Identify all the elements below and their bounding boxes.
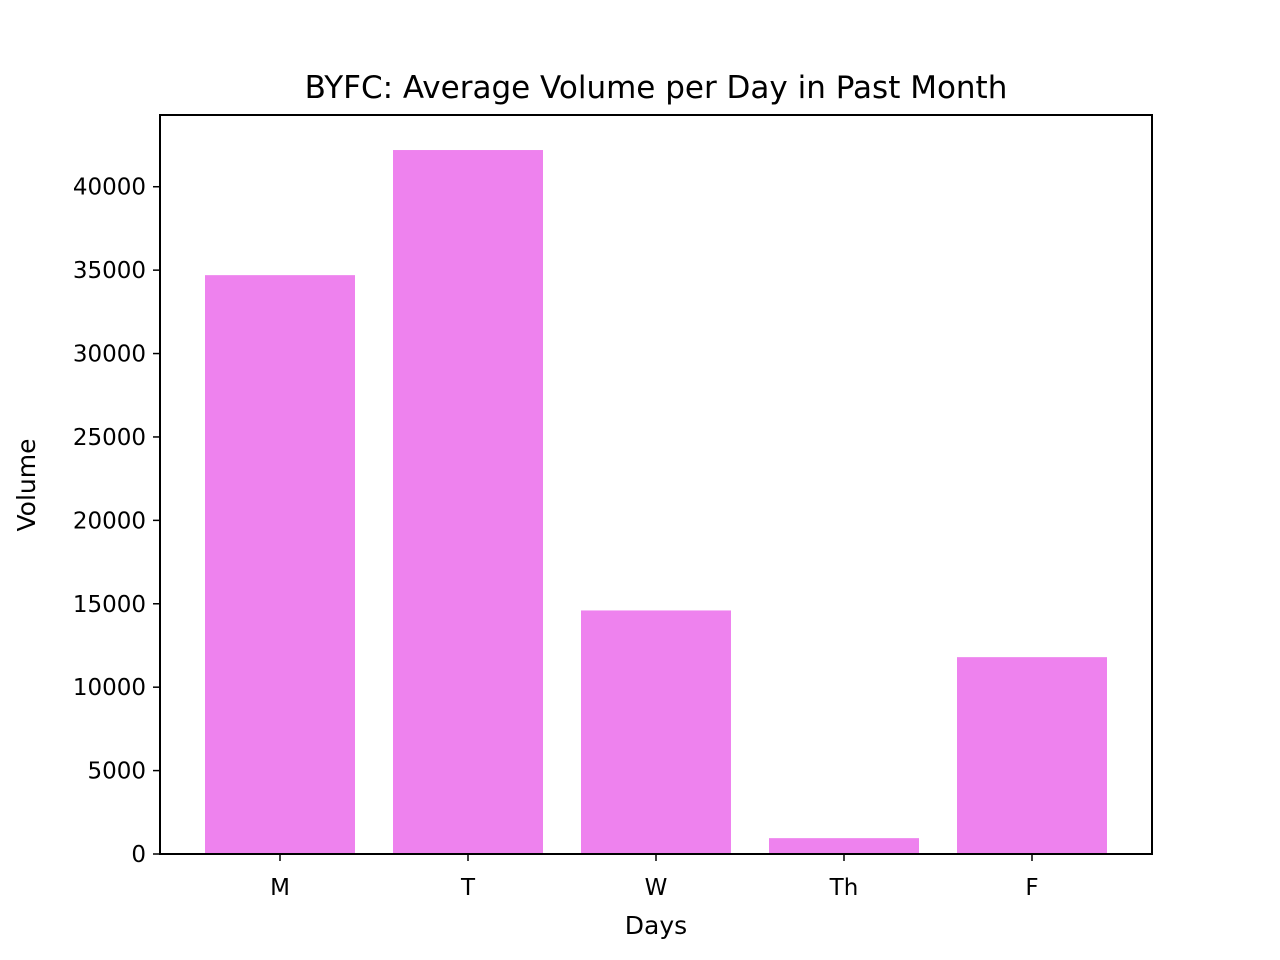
y-tick-label: 35000 [73,258,146,284]
bar-th [769,838,919,854]
y-tick-label: 20000 [73,508,146,534]
bar-m [205,275,355,854]
bar-f [957,657,1107,854]
x-tick-label: M [270,875,290,901]
y-axis-label: Volume [12,439,41,532]
x-tick-label: W [645,875,668,901]
chart-title: BYFC: Average Volume per Day in Past Mon… [305,70,1008,106]
y-tick-label: 15000 [73,592,146,618]
y-tick-label: 0 [131,842,146,868]
x-tick-label: Th [829,875,859,901]
y-tick-label: 10000 [73,675,146,701]
y-tick-label: 5000 [87,759,146,785]
bar-w [581,610,731,854]
y-tick-label: 40000 [73,175,146,201]
plot-area-frame [159,114,1153,855]
bar-t [393,150,543,854]
y-tick-label: 25000 [73,425,146,451]
y-axis-ticks: 0 5000 10000 15000 20000 25000 30000 35000 40000 [73,175,160,868]
bars-group [205,150,1107,854]
x-axis-ticks: M T W Th F [270,854,1039,901]
x-tick-label: F [1025,875,1038,901]
y-tick-label: 30000 [73,342,146,368]
x-axis-label: Days [625,911,687,940]
x-tick-label: T [460,875,476,901]
